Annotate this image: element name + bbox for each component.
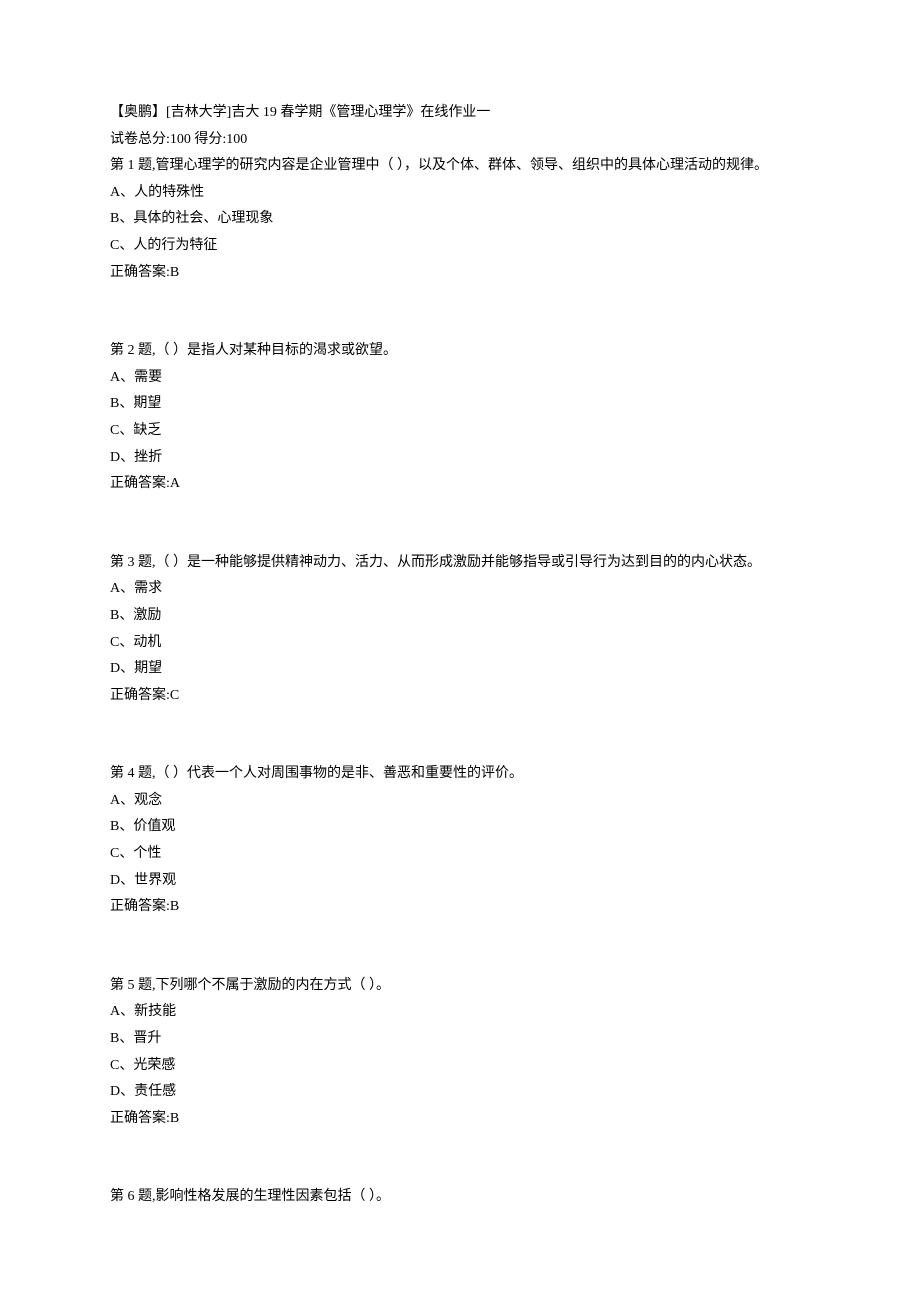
correct-answer: 正确答案:A [110,471,810,498]
option-b: B、激励 [110,603,810,630]
option-d: D、挫折 [110,445,810,472]
question-prompt: 第 3 题,（ ）是一种能够提供精神动力、活力、从而形成激励并能够指导或引导行为… [110,550,810,577]
question-4: 第 4 题,（ ）代表一个人对周围事物的是非、善恶和重要性的评价。 A、观念 B… [110,761,810,921]
option-b: B、价值观 [110,814,810,841]
question-2: 第 2 题,（ ）是指人对某种目标的渴求或欲望。 A、需要 B、期望 C、缺乏 … [110,338,810,498]
option-c: C、光荣感 [110,1053,810,1080]
exam-title: 【奥鹏】[吉林大学]吉大 19 春学期《管理心理学》在线作业一 [110,100,810,127]
spacer [110,921,810,973]
score-line: 试卷总分:100 得分:100 [110,127,810,154]
option-d: D、责任感 [110,1079,810,1106]
spacer [110,1132,810,1184]
option-a: A、需要 [110,365,810,392]
option-a: A、新技能 [110,999,810,1026]
option-c: C、动机 [110,630,810,657]
option-a: A、观念 [110,788,810,815]
option-a: A、人的特殊性 [110,180,810,207]
question-prompt: 第 2 题,（ ）是指人对某种目标的渴求或欲望。 [110,338,810,365]
option-c: C、缺乏 [110,418,810,445]
option-b: B、期望 [110,391,810,418]
correct-answer: 正确答案:C [110,683,810,710]
questions-container: 第 1 题,管理心理学的研究内容是企业管理中（ ），以及个体、群体、领导、组织中… [110,153,810,1211]
question-1: 第 1 题,管理心理学的研究内容是企业管理中（ ），以及个体、群体、领导、组织中… [110,153,810,286]
spacer [110,498,810,550]
spacer [110,709,810,761]
option-d: D、世界观 [110,868,810,895]
question-prompt: 第 4 题,（ ）代表一个人对周围事物的是非、善恶和重要性的评价。 [110,761,810,788]
correct-answer: 正确答案:B [110,260,810,287]
option-d: D、期望 [110,656,810,683]
option-b: B、具体的社会、心理现象 [110,206,810,233]
question-6: 第 6 题,影响性格发展的生理性因素包括（ ）。 [110,1184,810,1211]
option-b: B、晋升 [110,1026,810,1053]
question-prompt: 第 1 题,管理心理学的研究内容是企业管理中（ ），以及个体、群体、领导、组织中… [110,153,810,180]
option-c: C、人的行为特征 [110,233,810,260]
correct-answer: 正确答案:B [110,1106,810,1133]
question-prompt: 第 6 题,影响性格发展的生理性因素包括（ ）。 [110,1184,810,1211]
question-3: 第 3 题,（ ）是一种能够提供精神动力、活力、从而形成激励并能够指导或引导行为… [110,550,810,710]
option-a: A、需求 [110,576,810,603]
question-5: 第 5 题,下列哪个不属于激励的内在方式（ ）。 A、新技能 B、晋升 C、光荣… [110,973,810,1133]
spacer [110,286,810,338]
document-header: 【奥鹏】[吉林大学]吉大 19 春学期《管理心理学》在线作业一 试卷总分:100… [110,100,810,153]
question-prompt: 第 5 题,下列哪个不属于激励的内在方式（ ）。 [110,973,810,1000]
option-c: C、个性 [110,841,810,868]
correct-answer: 正确答案:B [110,894,810,921]
